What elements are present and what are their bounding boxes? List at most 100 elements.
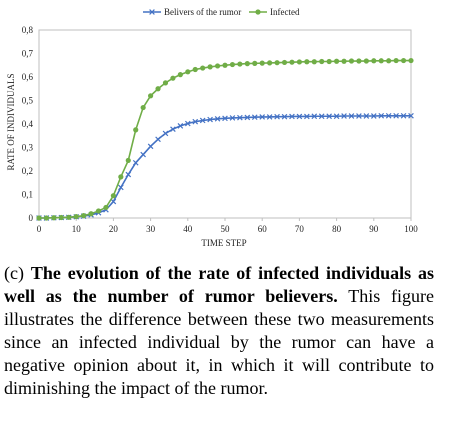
data-point (185, 69, 191, 75)
data-point (378, 112, 385, 119)
legend-label: Belivers of the rumor (164, 7, 241, 17)
data-point (66, 214, 72, 220)
plot-area (38, 29, 412, 219)
data-point (43, 215, 50, 221)
data-point (140, 104, 146, 111)
x-tick-label: 100 (404, 224, 418, 234)
data-point (237, 114, 243, 121)
data-point (385, 112, 392, 119)
x-tick-label: 80 (332, 224, 342, 234)
data-point (118, 184, 124, 191)
data-point (170, 75, 176, 81)
data-point (333, 113, 340, 120)
data-point (133, 127, 139, 133)
data-point (319, 58, 325, 65)
data-point (289, 113, 295, 120)
data-point (311, 59, 317, 65)
data-point (125, 171, 132, 178)
y-tick-label: 0,5 (22, 96, 34, 106)
data-point (51, 215, 57, 221)
data-point (326, 58, 332, 65)
legend-label: Infected (270, 7, 300, 17)
data-point (400, 57, 407, 64)
x-tick-label: 90 (369, 224, 379, 234)
data-point (259, 60, 265, 66)
data-point (73, 213, 79, 220)
data-point (244, 114, 251, 121)
data-point (132, 159, 139, 166)
data-point (370, 113, 377, 119)
data-point (118, 174, 124, 180)
x-tick-label: 40 (183, 224, 193, 234)
data-point (162, 80, 169, 86)
data-point (326, 113, 332, 120)
data-point (371, 58, 377, 64)
y-tick-label: 0,7 (22, 49, 34, 59)
data-point (207, 64, 213, 70)
legend-marker (255, 9, 261, 15)
data-point (408, 112, 414, 119)
data-point (341, 113, 347, 119)
x-tick-label: 10 (72, 224, 82, 234)
data-point (58, 214, 64, 221)
y-tick-label: 0,1 (22, 190, 33, 200)
data-point (251, 114, 258, 121)
data-point (192, 66, 198, 73)
series-infected (36, 57, 414, 221)
data-point (229, 115, 236, 121)
data-point (95, 208, 102, 214)
data-point (296, 59, 302, 65)
data-point (296, 113, 303, 120)
data-point (140, 151, 146, 158)
data-point (222, 115, 228, 122)
data-point (192, 118, 199, 125)
data-point (386, 58, 392, 64)
data-point (334, 58, 340, 64)
figure-caption: (c) The evolution of the rate of infecte… (4, 262, 434, 400)
data-point (318, 113, 325, 120)
rumor-line-chart: Belivers of the rumor Infected 0 0,1 0,2 0,3… (6, 7, 419, 248)
data-point (110, 193, 116, 199)
data-point (155, 86, 161, 92)
series-layer (36, 57, 414, 221)
data-point (274, 60, 280, 66)
axes: 0 0,1 0,2 0,3 0,4 0,5 0,6 0,7 0,8 0 10 20 30 40 50 60 70… (22, 25, 419, 234)
data-point (110, 198, 117, 205)
data-point (341, 58, 347, 64)
data-point (281, 113, 288, 120)
data-point (363, 58, 369, 64)
x-tick-label: 70 (295, 224, 305, 234)
data-point (267, 60, 273, 66)
caption-label: (c) (4, 263, 24, 283)
y-tick-label: 0,4 (22, 119, 34, 129)
data-point (155, 136, 161, 143)
data-point (199, 117, 206, 124)
data-point (170, 126, 176, 132)
x-axis-label: TIME STEP (201, 238, 246, 248)
x-tick-label: 0 (37, 224, 42, 234)
data-point (266, 114, 273, 120)
data-point (274, 113, 280, 120)
data-point (244, 61, 250, 67)
data-point (311, 113, 318, 120)
y-tick-label: 0,3 (22, 143, 34, 153)
data-point (103, 204, 109, 211)
data-point (393, 112, 399, 119)
y-tick-label: 0,6 (22, 72, 34, 82)
data-point (214, 63, 221, 69)
data-point (81, 213, 87, 219)
data-point (289, 59, 295, 65)
data-point (177, 123, 184, 129)
data-point (200, 65, 206, 71)
data-point (229, 61, 236, 68)
y-tick-label: 0 (29, 213, 34, 223)
data-point (259, 114, 266, 120)
x-tick-label: 20 (109, 224, 119, 234)
data-point (363, 113, 370, 119)
data-point (356, 113, 362, 119)
data-point (400, 112, 407, 119)
data-point (252, 60, 258, 66)
data-point (162, 130, 169, 137)
data-point (304, 113, 310, 120)
data-point (36, 215, 42, 221)
